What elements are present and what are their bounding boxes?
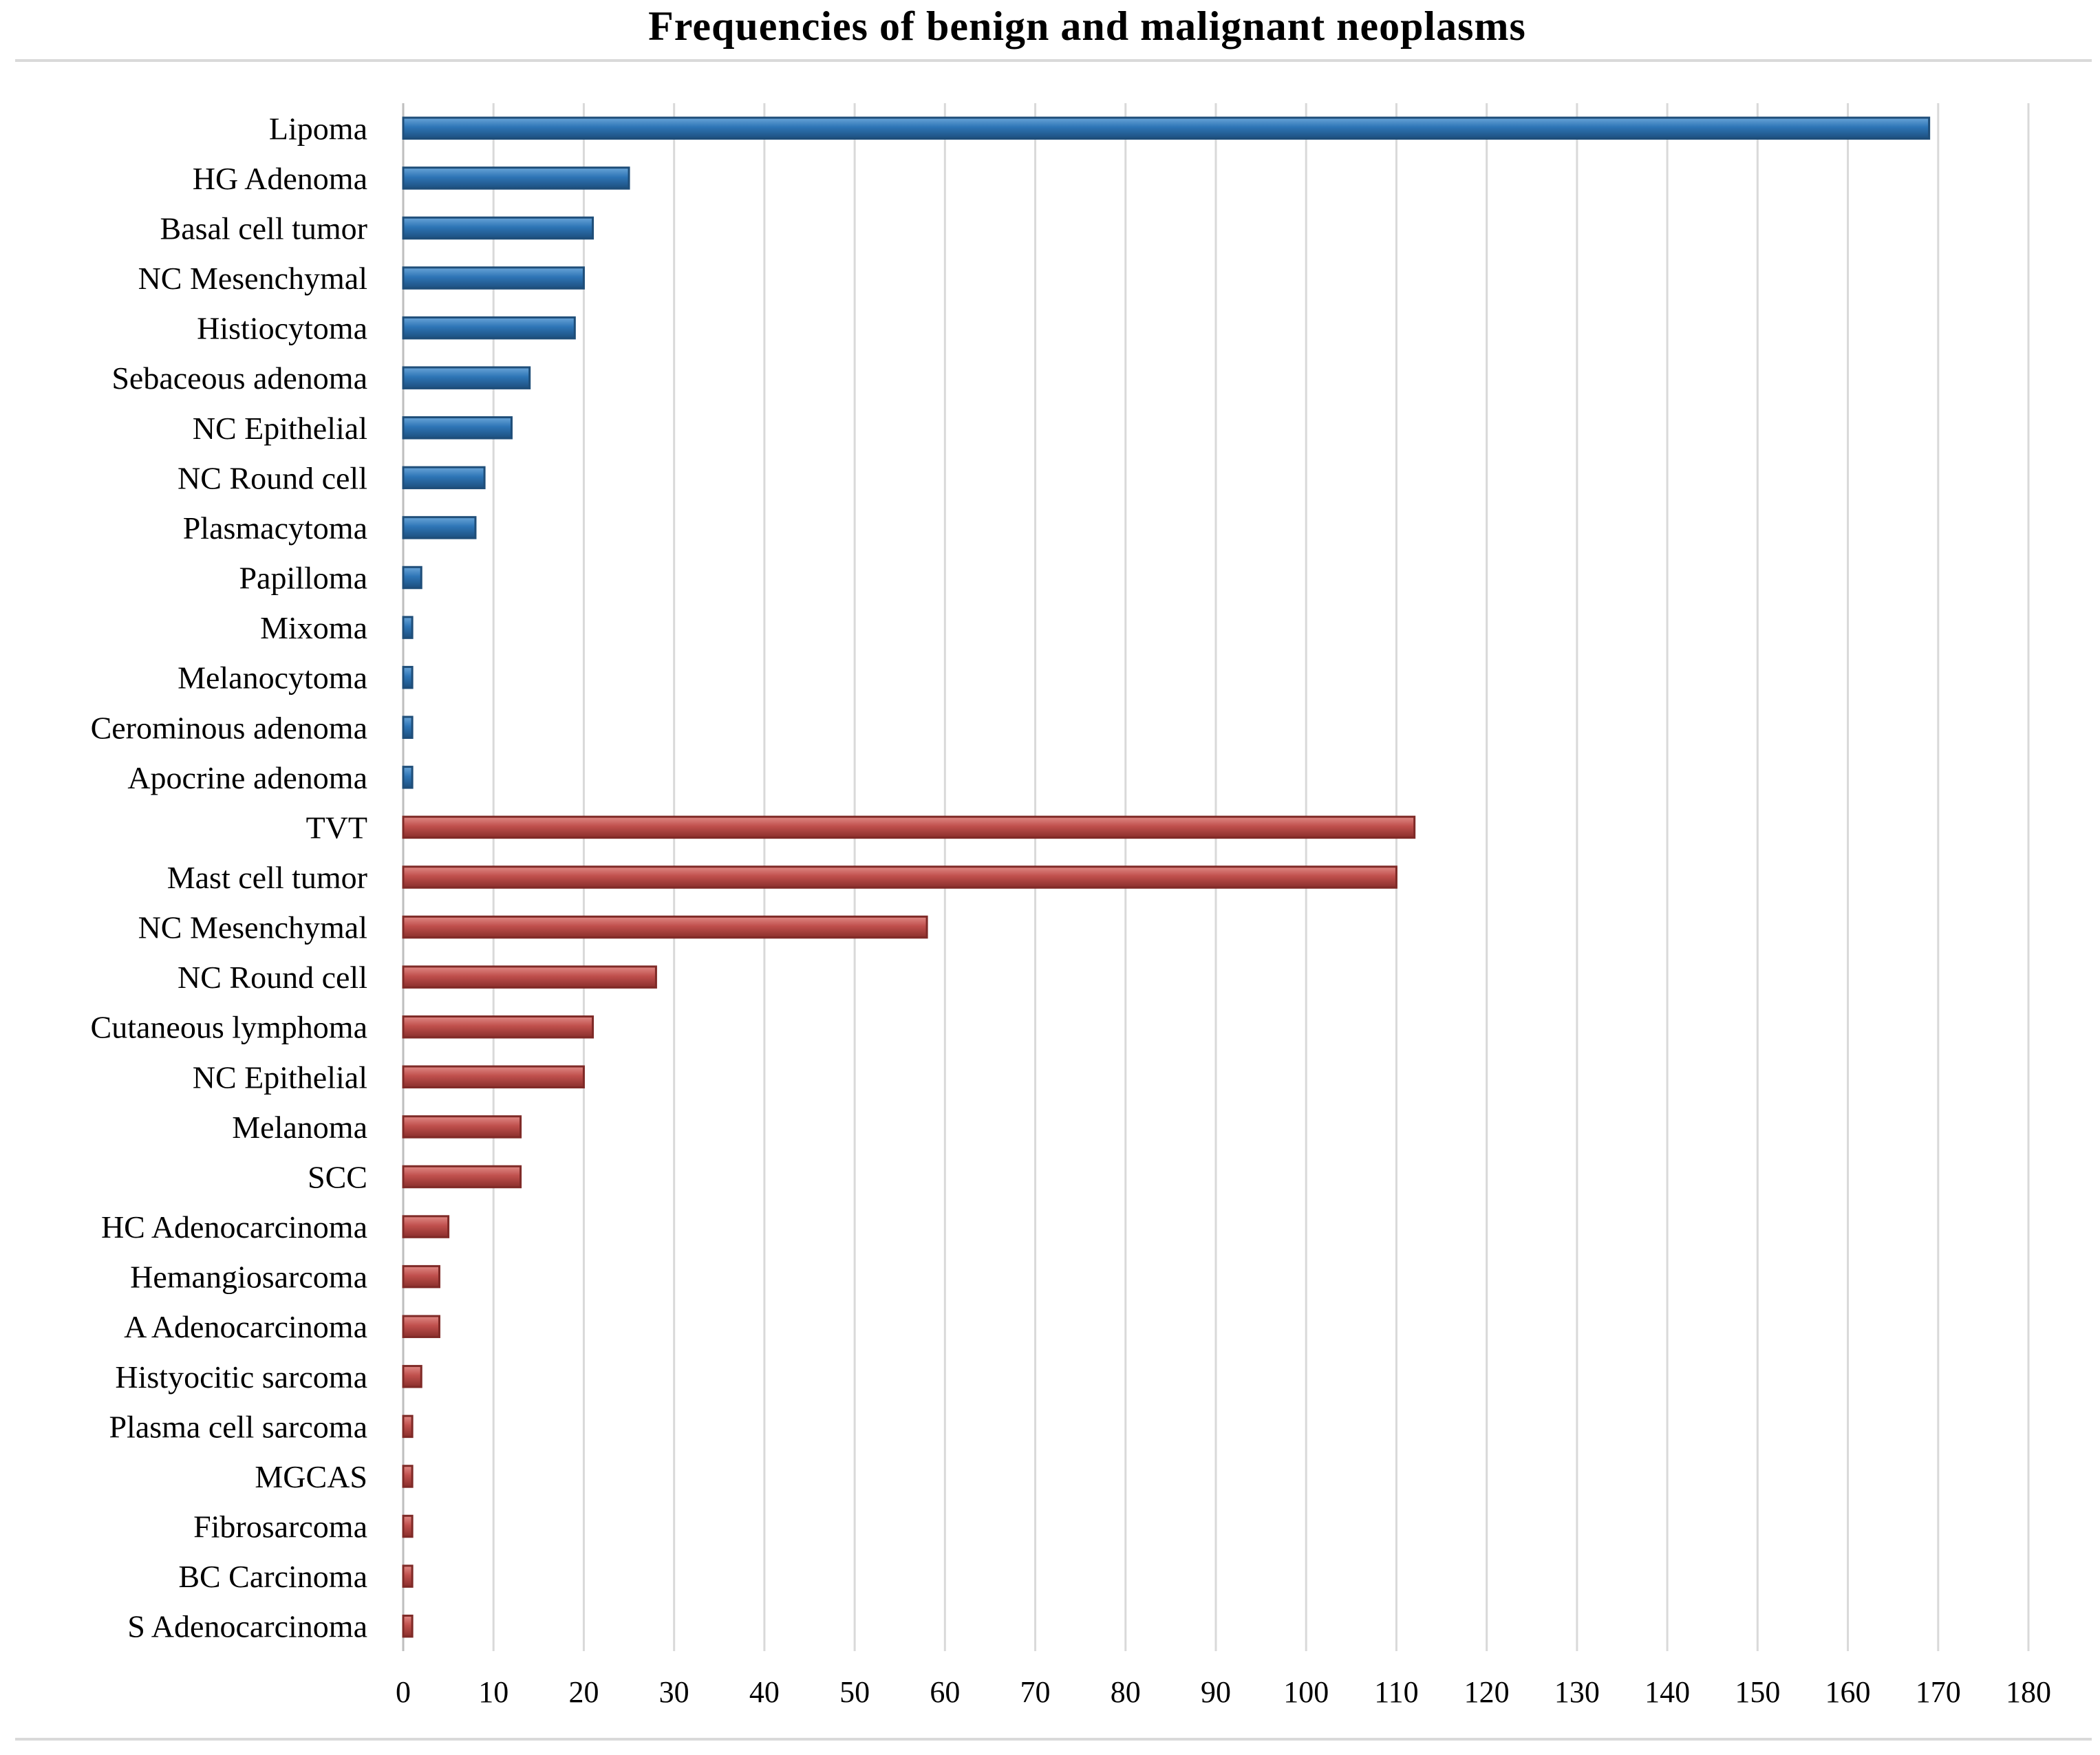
- bar-benign: [402, 266, 585, 290]
- bar-malignant: [402, 1065, 585, 1089]
- category-label: Plasmacytoma: [183, 510, 367, 546]
- x-tick-label: 80: [1111, 1675, 1141, 1709]
- bar-malignant: [402, 1264, 440, 1289]
- category-label: NC Mesenchymal: [138, 910, 367, 945]
- category-label: TVT: [306, 810, 367, 845]
- x-tick-label: 100: [1283, 1675, 1329, 1709]
- category-label: Melanoma: [232, 1110, 367, 1145]
- category-label: BC Carcinoma: [178, 1559, 367, 1594]
- bar-malignant: [402, 815, 1416, 839]
- category-label: Basal cell tumor: [160, 211, 367, 246]
- bar-benign: [402, 516, 477, 539]
- category-label: Apocrine adenoma: [127, 760, 367, 795]
- x-tick-label: 10: [478, 1675, 508, 1709]
- bar-benign: [402, 616, 414, 639]
- x-tick-label: 70: [1020, 1675, 1051, 1709]
- x-tick-label: 30: [659, 1675, 689, 1709]
- bar-malignant: [402, 965, 657, 989]
- category-label: Histiocytoma: [197, 311, 367, 346]
- bar-benign: [402, 566, 422, 590]
- x-tick-label: 180: [2006, 1675, 2051, 1709]
- category-label: Sebaceous adenoma: [111, 360, 367, 396]
- chart-title: Frequencies of benign and malignant neop…: [648, 3, 1526, 49]
- bar-benign: [402, 466, 486, 490]
- bars: [402, 116, 1931, 1638]
- category-label: Hemangiosarcoma: [130, 1260, 367, 1295]
- x-tick-label: 20: [568, 1675, 599, 1709]
- category-label: Mixoma: [260, 610, 367, 645]
- bar-benign: [402, 665, 414, 689]
- bar-malignant: [402, 1514, 414, 1538]
- x-axis-ticks: 0 10 20 30 40 50 60 70 80 90 100 110 120 130 140 150 160…: [396, 1675, 2051, 1709]
- bar-benign: [402, 166, 630, 190]
- category-label: NC Round cell: [178, 460, 367, 495]
- bar-malignant: [402, 1165, 522, 1189]
- bar-benign: [402, 216, 594, 240]
- bar-benign: [402, 766, 414, 789]
- category-label: Plasma cell sarcoma: [109, 1409, 367, 1444]
- bar-malignant: [402, 1465, 414, 1488]
- category-label: Fibrosarcoma: [193, 1509, 367, 1544]
- bar-benign: [402, 416, 513, 440]
- category-label: Histyocitic sarcoma: [115, 1359, 367, 1395]
- category-label: Papilloma: [239, 561, 367, 596]
- category-label: Cutaneous lymphoma: [91, 1010, 367, 1045]
- bar-malignant: [402, 1614, 414, 1638]
- category-label: NC Mesenchymal: [138, 261, 367, 296]
- category-label: HG Adenoma: [193, 161, 367, 196]
- category-label: NC Round cell: [178, 960, 367, 995]
- x-tick-label: 160: [1825, 1675, 1871, 1709]
- category-label: Cerominous adenoma: [91, 710, 367, 745]
- category-label: Mast cell tumor: [167, 860, 367, 895]
- bar-malignant: [402, 1365, 422, 1388]
- bar-malignant: [402, 1215, 450, 1238]
- category-label: Melanocytoma: [178, 660, 367, 696]
- category-label: NC Epithelial: [193, 411, 367, 446]
- category-label: S Adenocarcinoma: [127, 1609, 367, 1644]
- bar-benign: [402, 116, 1931, 140]
- category-labels: Lipoma HG Adenoma Basal cell tumor NC Mesen…: [91, 111, 367, 1644]
- bar-malignant: [402, 865, 1397, 889]
- bar-benign: [402, 715, 414, 739]
- category-label: Lipoma: [269, 111, 367, 146]
- bar-benign: [402, 316, 576, 340]
- category-label: SCC: [308, 1159, 367, 1194]
- x-tick-label: 120: [1464, 1675, 1510, 1709]
- category-label: A Adenocarcinoma: [124, 1309, 367, 1344]
- bar-benign: [402, 366, 531, 389]
- x-tick-label: 0: [396, 1675, 411, 1709]
- x-tick-label: 50: [839, 1675, 870, 1709]
- category-label: NC Epithelial: [193, 1059, 367, 1095]
- bar-malignant: [402, 1414, 414, 1439]
- x-tick-label: 140: [1644, 1675, 1690, 1709]
- bar-malignant: [402, 915, 928, 939]
- x-tick-label: 40: [749, 1675, 780, 1709]
- x-tick-label: 130: [1554, 1675, 1600, 1709]
- x-tick-label: 110: [1374, 1675, 1418, 1709]
- x-tick-label: 150: [1735, 1675, 1780, 1709]
- bar-malignant: [402, 1564, 414, 1588]
- x-tick-label: 60: [930, 1675, 960, 1709]
- x-tick-label: 90: [1201, 1675, 1231, 1709]
- bar-malignant: [402, 1015, 594, 1039]
- bar-malignant: [402, 1315, 440, 1338]
- category-label: HC Adenocarcinoma: [101, 1209, 367, 1245]
- bar-malignant: [402, 1115, 522, 1139]
- category-label: MGCAS: [255, 1459, 367, 1494]
- x-tick-label: 170: [1916, 1675, 1961, 1709]
